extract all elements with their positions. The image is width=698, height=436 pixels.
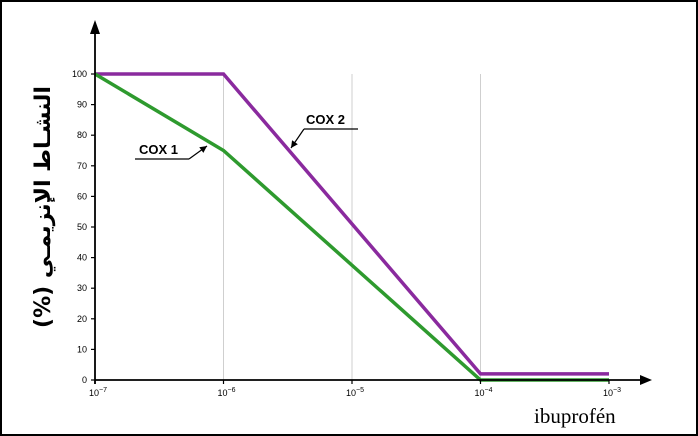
series-label-arrowhead xyxy=(291,140,298,148)
y-ticks: 0 10 20 30 40 50 60 70 80 90 100 xyxy=(72,69,95,385)
y-tick-label: 40 xyxy=(77,253,87,263)
series-label-arrowhead xyxy=(199,146,207,153)
x-tick-label: 10−5 xyxy=(346,387,364,398)
x-tick-label: 10−3 xyxy=(603,387,621,398)
series-annotations: COX 1 COX 2 xyxy=(135,112,358,160)
y-tick-label: 80 xyxy=(77,130,87,140)
y-tick-label: 0 xyxy=(82,375,87,385)
y-tick-label: 60 xyxy=(77,191,87,201)
axes xyxy=(90,20,652,385)
series-line-cox-2 xyxy=(95,72,609,376)
y-tick-label: 30 xyxy=(77,283,87,293)
y-axis-arrow xyxy=(90,20,100,34)
y-axis-label: النشـاط الإنزيمـي (%) xyxy=(31,86,56,328)
y-tick-label: 70 xyxy=(77,161,87,171)
x-axis-label: ibuprofén xyxy=(534,404,616,428)
x-tick-label: 10−7 xyxy=(89,387,107,398)
y-tick-label: 10 xyxy=(77,344,87,354)
x-ticks: 10−7 10−6 10−5 10−4 10−3 xyxy=(89,380,621,398)
series-label-cox-1: COX 1 xyxy=(139,142,178,157)
series-label-cox-2: COX 2 xyxy=(306,112,345,127)
y-tick-label: 90 xyxy=(77,100,87,110)
y-tick-label: 100 xyxy=(72,69,87,79)
y-tick-label: 50 xyxy=(77,222,87,232)
x-tick-label: 10−4 xyxy=(475,387,493,398)
x-tick-label: 10−6 xyxy=(218,387,236,398)
y-tick-label: 20 xyxy=(77,314,87,324)
vertical-guides xyxy=(223,74,481,380)
x-axis-arrow xyxy=(640,375,652,385)
